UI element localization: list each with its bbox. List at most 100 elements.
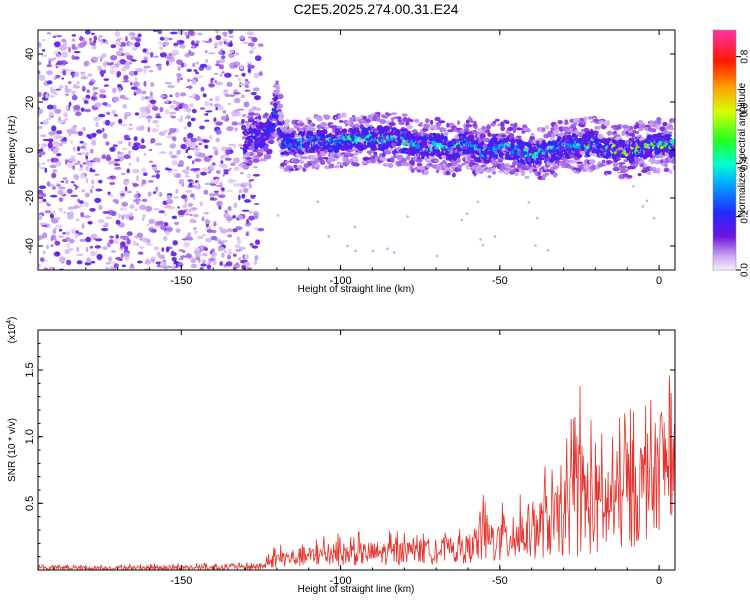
ridge-halo	[487, 175, 492, 179]
noise-blob	[248, 210, 254, 214]
noise-blob	[109, 182, 116, 185]
noise-blob	[42, 119, 49, 125]
noise-blob	[189, 218, 196, 222]
noise-blob	[58, 186, 66, 190]
noise-blob	[116, 70, 122, 77]
noise-blob	[105, 141, 110, 146]
noise-blob	[73, 162, 81, 165]
ridge-halo	[612, 162, 619, 167]
noise-blob	[198, 75, 204, 78]
noise-blob	[226, 228, 233, 233]
noise-blob	[157, 64, 162, 71]
noise-blob	[64, 248, 71, 255]
noise-blob	[141, 179, 147, 185]
noise-blob	[116, 153, 122, 158]
ridge-halo	[293, 164, 298, 168]
noise-blob	[253, 202, 260, 206]
ridge-halo	[303, 163, 311, 168]
ridge-core	[433, 141, 438, 147]
noise-blob	[210, 235, 218, 241]
noise-blob	[200, 171, 207, 176]
ridge-halo	[362, 115, 368, 120]
ridge-halo	[283, 122, 290, 128]
noise-blob	[109, 68, 116, 75]
noise-blob	[61, 68, 69, 72]
noise-blob	[92, 40, 97, 43]
ridge-halo	[649, 157, 656, 163]
ridge-halo	[581, 121, 587, 125]
noise-blob	[48, 131, 56, 136]
ridge-halo	[301, 156, 308, 160]
noise-blob	[62, 136, 67, 143]
noise-blob	[190, 207, 198, 210]
noise-blob	[75, 174, 79, 181]
ridge-body	[652, 133, 659, 138]
noise-blob	[128, 150, 132, 155]
ridge-body	[408, 134, 416, 139]
ridge-halo	[411, 168, 415, 173]
noise-blob	[141, 138, 145, 144]
noise-blob	[93, 116, 101, 122]
noise-blob	[209, 250, 213, 254]
noise-blob	[126, 190, 133, 194]
noise-blob	[161, 247, 165, 252]
noise-blob	[218, 40, 224, 46]
noise-blob	[202, 246, 207, 249]
noise-blob	[353, 225, 357, 229]
noise-blob	[178, 178, 185, 185]
ridge-halo	[396, 161, 403, 167]
noise-blob	[56, 35, 62, 38]
ridge-body	[443, 135, 448, 142]
noise-blob	[134, 112, 140, 116]
noise-blob	[176, 150, 181, 156]
noise-blob	[158, 210, 165, 214]
noise-blob	[38, 235, 42, 241]
ridge-halo	[643, 164, 648, 168]
ridge-halo	[345, 159, 350, 164]
noise-blob	[58, 84, 64, 89]
noise-blob	[107, 103, 112, 108]
ridge-halo	[616, 156, 621, 161]
y-tick-label: 20	[24, 96, 36, 108]
ridge-halo	[541, 177, 546, 181]
noise-blob	[209, 197, 215, 201]
noise-blob	[104, 222, 108, 226]
noise-blob	[146, 223, 150, 226]
noise-blob	[94, 102, 102, 108]
noise-blob	[185, 166, 190, 172]
ridge-halo	[672, 142, 675, 148]
noise-blob	[226, 81, 233, 87]
ridge-halo	[505, 120, 510, 124]
ridge-halo	[618, 162, 626, 165]
noise-blob	[80, 107, 85, 112]
noise-blob	[239, 147, 243, 150]
noise-blob	[80, 211, 85, 218]
noise-blob	[245, 122, 250, 129]
noise-blob	[48, 266, 54, 270]
noise-blob	[59, 143, 63, 147]
ridge-halo	[293, 158, 300, 164]
noise-blob	[136, 126, 143, 131]
y-tick-label: 1.5	[24, 362, 36, 377]
ridge-halo	[637, 127, 644, 131]
noise-blob	[190, 46, 197, 49]
noise-blob	[82, 126, 86, 132]
ridge-halo	[319, 159, 326, 165]
ridge-halo	[662, 121, 668, 127]
noise-blob	[110, 44, 117, 49]
ridge-halo	[335, 164, 340, 169]
noise-blob	[240, 184, 247, 188]
ridge-halo	[589, 164, 597, 171]
ridge-halo	[541, 127, 546, 132]
noise-blob	[194, 94, 201, 101]
noise-blob	[170, 31, 178, 35]
noise-blob	[460, 218, 464, 222]
noise-blob	[165, 246, 170, 253]
noise-blob	[40, 257, 45, 262]
snr-y-label: SNR (10 * v/v)	[7, 418, 18, 482]
ridge-halo	[441, 127, 447, 132]
noise-blob	[204, 182, 212, 185]
y-tick-label: 0	[24, 147, 36, 153]
ridge-halo	[597, 133, 604, 140]
noise-blob	[223, 249, 227, 254]
